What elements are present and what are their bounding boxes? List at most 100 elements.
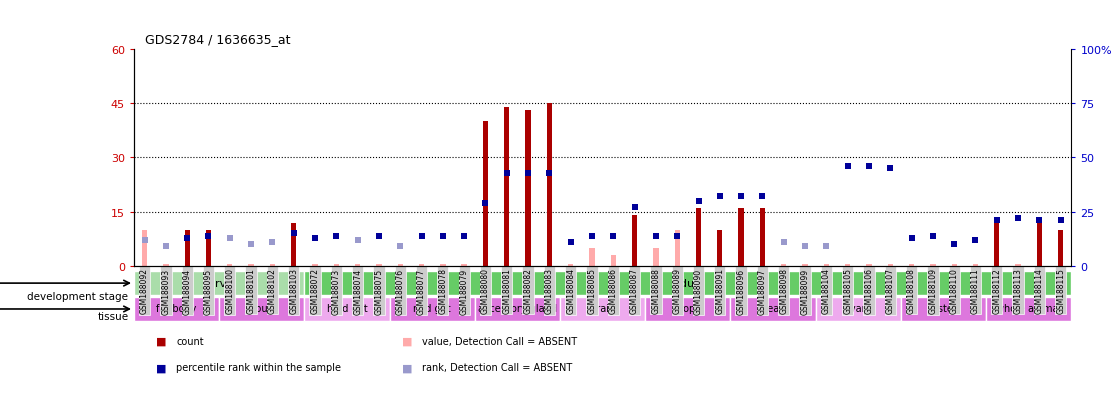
Bar: [718, 230, 722, 266]
Bar: [1016, 265, 1021, 266]
Bar: [887, 265, 893, 266]
Bar: [816, 298, 901, 321]
Point: [136, 237, 154, 244]
Text: development stage: development stage: [27, 291, 128, 301]
Point: [157, 244, 175, 250]
Bar: [205, 230, 211, 266]
Point: [753, 194, 771, 200]
Bar: [632, 216, 637, 266]
Bar: [228, 265, 232, 266]
Bar: [334, 265, 339, 266]
Text: value, Detection Call = ABSENT: value, Detection Call = ABSENT: [422, 336, 577, 346]
Bar: [397, 265, 403, 266]
Bar: [931, 265, 935, 266]
Bar: [355, 265, 360, 266]
Bar: [270, 265, 275, 266]
Point: [583, 233, 600, 240]
Bar: [696, 209, 701, 266]
Point: [200, 233, 218, 240]
Point: [498, 170, 516, 176]
Bar: [462, 265, 466, 266]
Bar: [184, 230, 190, 266]
Text: rank, Detection Call = ABSENT: rank, Detection Call = ABSENT: [422, 363, 573, 373]
Bar: [134, 272, 305, 295]
Text: crops: crops: [675, 304, 701, 314]
Text: GDS2784 / 1636635_at: GDS2784 / 1636635_at: [145, 33, 290, 45]
Point: [882, 166, 899, 172]
Point: [1051, 218, 1069, 224]
Point: [626, 204, 644, 211]
Text: fat body: fat body: [156, 304, 196, 314]
Bar: [653, 248, 658, 266]
Point: [732, 194, 750, 200]
Point: [1030, 218, 1048, 224]
Bar: [219, 298, 305, 321]
Point: [561, 239, 579, 246]
Point: [1009, 216, 1027, 222]
Bar: [1037, 223, 1042, 266]
Bar: [739, 209, 743, 266]
Bar: [474, 298, 560, 321]
Point: [817, 244, 835, 250]
Text: percentile rank within the sample: percentile rank within the sample: [176, 363, 341, 373]
Point: [327, 233, 345, 240]
Point: [455, 233, 473, 240]
Bar: [674, 230, 680, 266]
Text: larva: larva: [205, 278, 233, 288]
Text: tissue: tissue: [97, 311, 128, 321]
Bar: [760, 209, 766, 266]
Text: ■: ■: [402, 363, 412, 373]
Bar: [483, 122, 488, 266]
Point: [988, 218, 1006, 224]
Point: [945, 241, 963, 248]
Bar: [418, 265, 424, 266]
Bar: [440, 265, 445, 266]
Point: [392, 244, 410, 250]
Text: mid gut: mid gut: [413, 304, 451, 314]
Point: [263, 239, 281, 246]
Point: [285, 230, 302, 237]
Bar: [781, 265, 787, 266]
Text: whole animal: whole animal: [997, 304, 1061, 314]
Text: ■: ■: [156, 336, 166, 346]
Bar: [504, 107, 509, 266]
Point: [605, 233, 623, 240]
Bar: [994, 223, 1000, 266]
Point: [647, 233, 665, 240]
Point: [775, 239, 792, 246]
Bar: [731, 298, 816, 321]
Point: [221, 235, 239, 242]
Bar: [973, 265, 978, 266]
Point: [903, 235, 921, 242]
Point: [860, 163, 878, 170]
Bar: [824, 265, 829, 266]
Point: [477, 200, 494, 207]
Bar: [389, 298, 474, 321]
Point: [371, 233, 388, 240]
Point: [540, 170, 558, 176]
Text: ovary: ovary: [845, 304, 872, 314]
Bar: [291, 223, 297, 266]
Bar: [1058, 230, 1064, 266]
Bar: [560, 298, 645, 321]
Point: [306, 235, 324, 242]
Bar: [866, 265, 872, 266]
Bar: [142, 230, 147, 266]
Bar: [802, 265, 808, 266]
Point: [924, 233, 942, 240]
Bar: [901, 298, 987, 321]
Bar: [568, 265, 574, 266]
Bar: [908, 265, 914, 266]
Text: testes: testes: [929, 304, 959, 314]
Point: [839, 163, 857, 170]
Point: [519, 170, 537, 176]
Text: accessory gland: accessory gland: [478, 304, 557, 314]
Text: ■: ■: [402, 336, 412, 346]
Bar: [845, 265, 850, 266]
Point: [179, 235, 196, 242]
Bar: [312, 265, 318, 266]
Text: ■: ■: [156, 363, 166, 373]
Text: tubule: tubule: [246, 304, 278, 314]
Bar: [952, 265, 956, 266]
Bar: [163, 265, 169, 266]
